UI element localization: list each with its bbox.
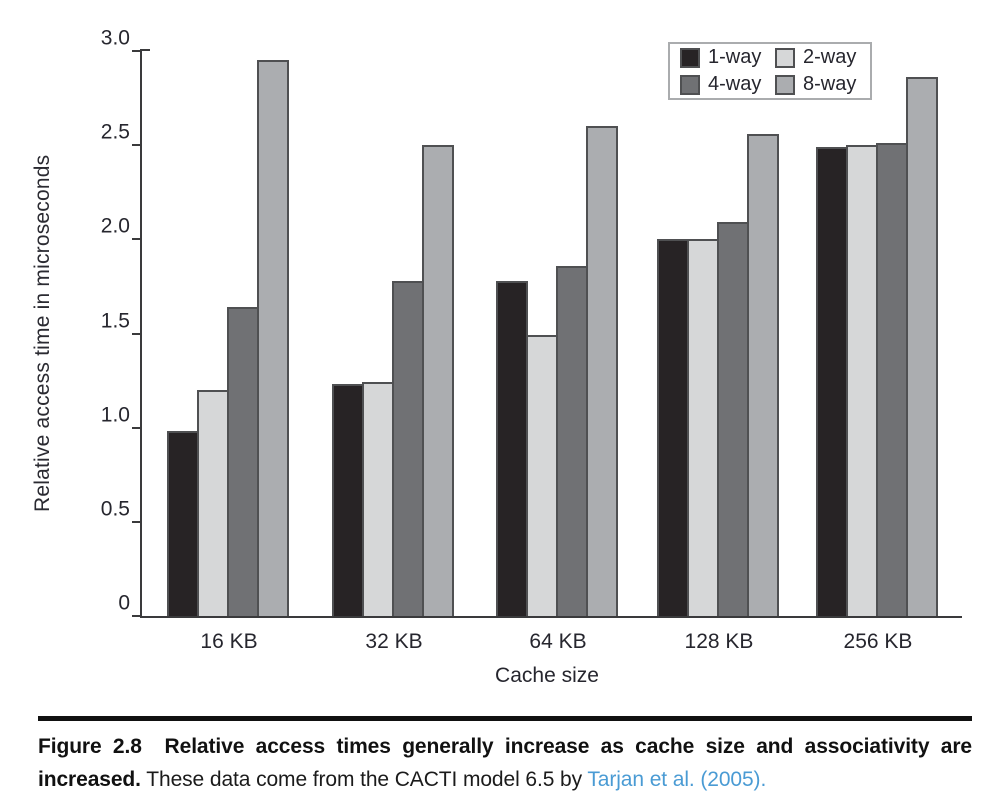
y-tick-mark: [132, 615, 141, 617]
bar-16-kb-8-way: [257, 60, 289, 616]
legend-swatch-2-way: [775, 47, 795, 68]
legend-label-4-way: 4-way: [708, 73, 762, 95]
caption-regular-text: These data come from the CACTI model 6.5…: [146, 768, 582, 791]
y-tick-mark: [132, 426, 141, 429]
caption-bold-sentence: Figure 2.8 Relative access times general…: [38, 735, 972, 791]
x-tick-label-16-kb: 16 KB: [200, 630, 258, 653]
citation-link[interactable]: Tarjan et al. (2005).: [587, 768, 767, 791]
legend: 1-way 2-way 4-way 8-way: [668, 42, 872, 100]
legend-item-1-way: 1-way: [680, 46, 765, 69]
bar-128-kb-2-way: [687, 239, 719, 616]
legend-label-2-way: 2-way: [803, 46, 857, 68]
legend-label-8-way: 8-way: [803, 73, 857, 95]
y-tick-label: 1.0: [100, 403, 130, 427]
legend-item-4-way: 4-way: [680, 73, 765, 96]
bar-group-256-kb: [816, 77, 938, 616]
caption-bold-text: Relative access times generally increase…: [38, 735, 972, 791]
legend-label-1-way: 1-way: [708, 46, 762, 68]
y-tick-mark: [132, 332, 141, 335]
bar-128-kb-8-way: [747, 133, 779, 616]
caption-divider: [38, 716, 972, 721]
bar-256-kb-8-way: [906, 77, 938, 616]
legend-swatch-4-way: [680, 74, 700, 95]
bar-256-kb-2-way: [846, 145, 878, 616]
legend-swatch-8-way: [775, 74, 795, 95]
y-tick-label: 0.5: [100, 497, 130, 521]
x-tick-label-256-kb: 256 KB: [843, 630, 913, 653]
bar-32-kb-4-way: [392, 280, 424, 616]
y-tick-mark: [132, 520, 141, 523]
figure-caption: Figure 2.8 Relative access times general…: [38, 730, 972, 796]
bar-group-64-kb: [496, 126, 618, 616]
figure-number: Figure 2.8: [38, 735, 142, 758]
bar-256-kb-1-way: [816, 147, 848, 616]
bar-32-kb-1-way: [332, 384, 364, 616]
x-axis-title: Cache size: [495, 664, 599, 687]
bar-32-kb-2-way: [362, 382, 394, 616]
bar-256-kb-4-way: [876, 143, 908, 616]
legend-swatch-1-way: [680, 47, 700, 68]
bar-group-16-kb: [167, 60, 289, 616]
y-tick-label: 3.0: [100, 26, 130, 50]
y-tick-mark: [132, 144, 141, 147]
y-tick-mark: [132, 50, 141, 52]
legend-item-8-way: 8-way: [775, 73, 860, 96]
x-tick-label-32-kb: 32 KB: [365, 630, 423, 653]
bar-64-kb-2-way: [526, 335, 558, 616]
y-tick-mark: [132, 238, 141, 241]
bar-64-kb-4-way: [556, 265, 588, 616]
x-tick-label-64-kb: 64 KB: [529, 630, 587, 653]
y-tick-label: 2.0: [100, 214, 130, 238]
bar-32-kb-8-way: [422, 145, 454, 616]
y-tick-label: 1.5: [100, 309, 130, 333]
bar-64-kb-8-way: [586, 126, 618, 616]
bar-chart: Relative access time in microseconds 0 0.…: [31, 27, 962, 687]
y-tick-label: 2.5: [100, 120, 130, 144]
x-tick-label-128-kb: 128 KB: [684, 630, 754, 653]
y-tick-label: 0: [118, 591, 130, 615]
bar-group-32-kb: [332, 145, 454, 616]
plot-area: 0 0.5 1.0 1.5 2.0 2.5 3.0: [101, 27, 962, 618]
bar-16-kb-1-way: [167, 431, 199, 616]
y-axis-top-tick: [140, 49, 150, 51]
bar-16-kb-4-way: [227, 307, 259, 616]
legend-item-2-way: 2-way: [775, 46, 860, 69]
y-axis-title: Relative access time in microseconds: [31, 154, 54, 513]
bar-128-kb-1-way: [657, 239, 689, 616]
bar-group-128-kb: [657, 133, 779, 616]
bar-128-kb-4-way: [717, 222, 749, 616]
bar-64-kb-1-way: [496, 280, 528, 616]
bar-16-kb-2-way: [197, 390, 229, 616]
